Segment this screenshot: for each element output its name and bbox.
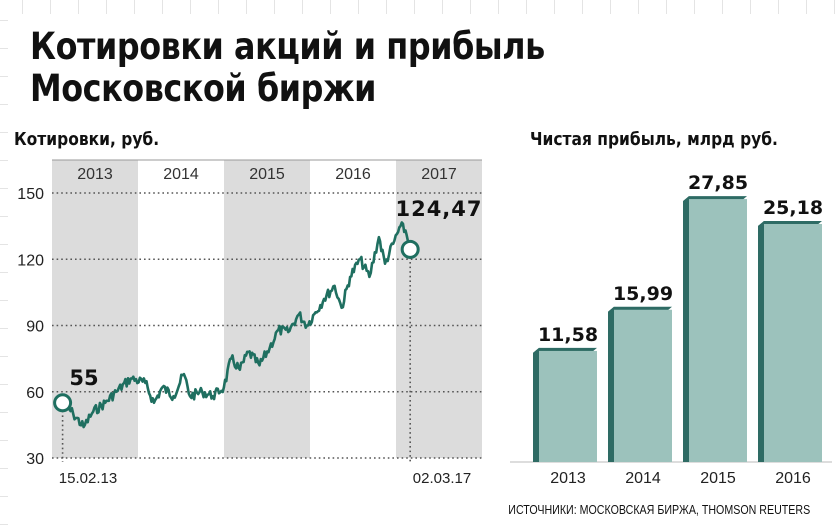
year-label-2016: 2016 <box>335 166 371 183</box>
start-value-label: 55 <box>69 366 98 390</box>
source-note: ИСТОЧНИКИ: МОСКОВСКАЯ БИРЖА, THOMSON REU… <box>508 502 810 517</box>
year-label-2015: 2015 <box>249 166 285 183</box>
bar-category-label-2013: 2013 <box>550 470 586 487</box>
bar-side-2015 <box>683 196 689 463</box>
y-tick-label-150: 150 <box>17 186 44 203</box>
end-value-marker <box>400 239 420 259</box>
bar-value-label-2013: 11,58 <box>538 324 598 346</box>
profit-chart-subtitle: Чистая прибыль, млрд руб. <box>530 129 778 150</box>
year-label-2017: 2017 <box>421 166 457 183</box>
price-series-line <box>61 221 411 429</box>
y-tick-label-120: 120 <box>17 252 44 269</box>
year-label-2013: 2013 <box>77 166 113 183</box>
end-value-label: 124,47 <box>395 197 482 221</box>
bar-2015 <box>689 199 747 463</box>
year-label-2014: 2014 <box>163 166 199 183</box>
bar-value-label-2014: 15,99 <box>613 283 673 305</box>
chart-title: Котировки акций и прибыль Московской бир… <box>30 26 545 110</box>
bar-category-label-2014: 2014 <box>625 470 661 487</box>
start-value-marker <box>53 393 73 413</box>
bar-value-label-2015: 27,85 <box>688 172 748 194</box>
bar-category-label-2015: 2015 <box>700 470 736 487</box>
x-end-date-label: 02.03.17 <box>413 470 471 487</box>
bar-side-2013 <box>533 347 539 462</box>
bar-2013 <box>539 350 597 462</box>
bar-2016 <box>764 223 822 462</box>
bar-2014 <box>614 309 672 462</box>
stock-chart-subtitle: Котировки, руб. <box>14 129 160 150</box>
y-tick-label-60: 60 <box>26 385 44 402</box>
y-tick-label-30: 30 <box>26 451 44 468</box>
y-tick-label-90: 90 <box>26 319 44 336</box>
title-line-1: Котировки акций и прибыль <box>30 25 545 68</box>
bar-category-label-2016: 2016 <box>775 470 811 487</box>
bar-side-2016 <box>758 220 764 462</box>
bar-value-label-2016: 25,18 <box>763 197 823 219</box>
year-band-2015 <box>224 160 310 458</box>
bar-side-2014 <box>608 306 614 462</box>
title-line-2: Московской биржи <box>30 67 377 110</box>
x-start-date-label: 15.02.13 <box>59 470 117 487</box>
